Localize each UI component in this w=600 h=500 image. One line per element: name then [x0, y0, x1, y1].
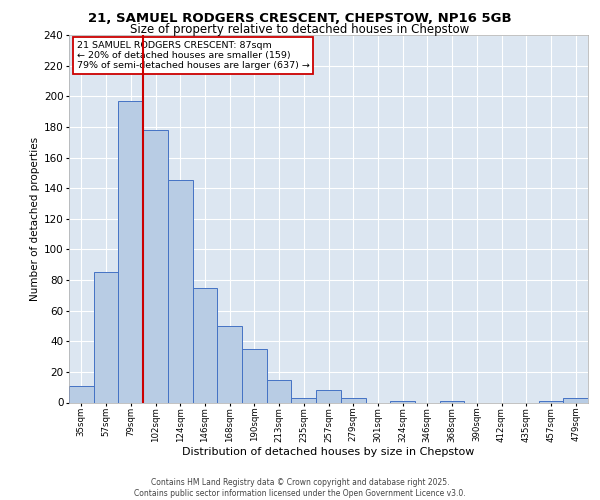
Text: Contains HM Land Registry data © Crown copyright and database right 2025.
Contai: Contains HM Land Registry data © Crown c…	[134, 478, 466, 498]
X-axis label: Distribution of detached houses by size in Chepstow: Distribution of detached houses by size …	[182, 447, 475, 457]
Bar	[267, 380, 292, 402]
Text: 21, SAMUEL RODGERS CRESCENT, CHEPSTOW, NP16 5GB: 21, SAMUEL RODGERS CRESCENT, CHEPSTOW, N…	[88, 12, 512, 26]
Text: 21 SAMUEL RODGERS CRESCENT: 87sqm
← 20% of detached houses are smaller (159)
79%: 21 SAMUEL RODGERS CRESCENT: 87sqm ← 20% …	[77, 40, 310, 70]
Bar	[242, 349, 267, 403]
Bar	[69, 386, 94, 402]
Bar	[143, 130, 168, 402]
Bar	[341, 398, 365, 402]
Bar	[168, 180, 193, 402]
Bar	[193, 288, 217, 403]
Bar	[316, 390, 341, 402]
Bar	[292, 398, 316, 402]
Bar	[118, 101, 143, 402]
Bar	[217, 326, 242, 402]
Y-axis label: Number of detached properties: Number of detached properties	[29, 136, 40, 301]
Bar	[440, 401, 464, 402]
Bar	[390, 401, 415, 402]
Bar	[539, 401, 563, 402]
Bar	[94, 272, 118, 402]
Text: Size of property relative to detached houses in Chepstow: Size of property relative to detached ho…	[130, 22, 470, 36]
Bar	[563, 398, 588, 402]
